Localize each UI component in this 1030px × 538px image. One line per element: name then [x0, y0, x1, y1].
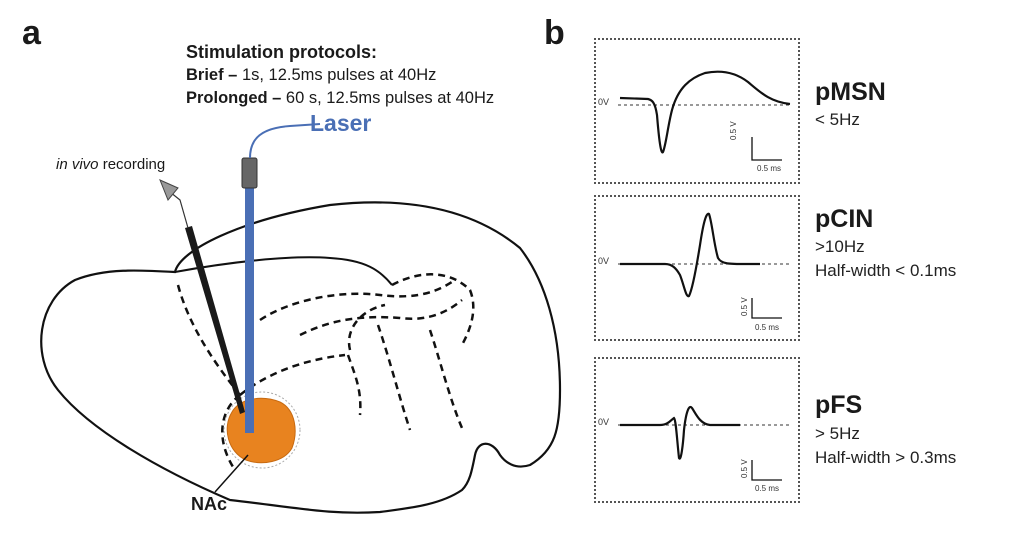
protocol-brief: Brief – 1s, 12.5ms pulses at 40Hz [186, 66, 436, 85]
panel-a-letter: a [22, 14, 41, 52]
dashed-contour-8 [176, 284, 241, 396]
recording-electrode [185, 226, 245, 414]
dashed-contour-3 [299, 299, 463, 337]
waveform-box-pfs [594, 357, 800, 503]
panel-b-letter: b [544, 14, 565, 52]
dashed-contour-5 [346, 354, 362, 416]
recording-label: in vivo recording [56, 156, 165, 173]
cell-name-pcin: pCIN [815, 205, 874, 233]
cell-name-pfs: pFS [815, 391, 863, 419]
baseline-label-pcin: 0V [598, 256, 610, 266]
cell-desc-pcin-1: Half-width < 0.1ms [815, 261, 957, 280]
recording-italic: in vivo [56, 156, 99, 173]
cell-desc-pmsn-0: < 5Hz [815, 110, 860, 129]
waveform-box-pmsn [594, 38, 800, 184]
dashed-contour-10 [239, 353, 346, 396]
dashed-contour-4 [347, 303, 386, 351]
cell-desc-pcin-0: >10Hz [815, 237, 865, 256]
scalebar-pfs [751, 460, 782, 481]
protocol-prolonged: Prolonged – 60 s, 12.5ms pulses at 40Hz [186, 89, 494, 108]
laser-label: Laser [310, 110, 372, 136]
scale-t-pmsn: 0.5 ms [757, 164, 782, 173]
laser-fiber [245, 185, 254, 433]
dashed-contour-7 [428, 329, 464, 429]
electrode-connector [159, 179, 179, 201]
nac-region [226, 397, 296, 464]
prolonged-text: 60 s, 12.5ms pulses at 40Hz [281, 89, 495, 107]
cell-name-pmsn: pMSN [815, 78, 886, 106]
scalebar-pmsn [751, 137, 782, 161]
cell-desc-pfs-1: Half-width > 0.3ms [815, 448, 957, 467]
cell-desc-pfs-0: > 5Hz [815, 424, 860, 443]
dashed-contour-1 [391, 273, 475, 346]
brief-text: 1s, 12.5ms pulses at 40Hz [237, 66, 437, 84]
electrode-wire [169, 191, 189, 229]
dashed-contour-9 [221, 394, 241, 471]
recording-text: recording [98, 156, 166, 173]
trace-pmsn [619, 70, 791, 154]
laser-cable [249, 123, 321, 159]
dashed-contour-6 [376, 324, 412, 431]
trace-pfs [620, 405, 740, 460]
trace-pcin [620, 212, 761, 298]
nac-halo [223, 391, 301, 469]
waveform-box-pcin [594, 195, 800, 341]
scale-t-pcin: 0.5 ms [755, 323, 780, 332]
scale-t-pfs: 0.5 ms [755, 484, 780, 493]
brief-label: Brief – [186, 66, 238, 84]
cortex-contour [174, 256, 393, 286]
dashed-contour-2 [259, 278, 456, 322]
baseline-label-pmsn: 0V [598, 97, 610, 107]
protocol-title: Stimulation protocols: [186, 42, 377, 62]
prolonged-label: Prolonged – [186, 89, 282, 107]
scalebar-pcin [751, 298, 782, 319]
baseline-label-pfs: 0V [598, 417, 610, 427]
nac-pointer [214, 454, 249, 493]
nac-label: NAc [191, 494, 228, 514]
brain-outline [40, 201, 562, 514]
